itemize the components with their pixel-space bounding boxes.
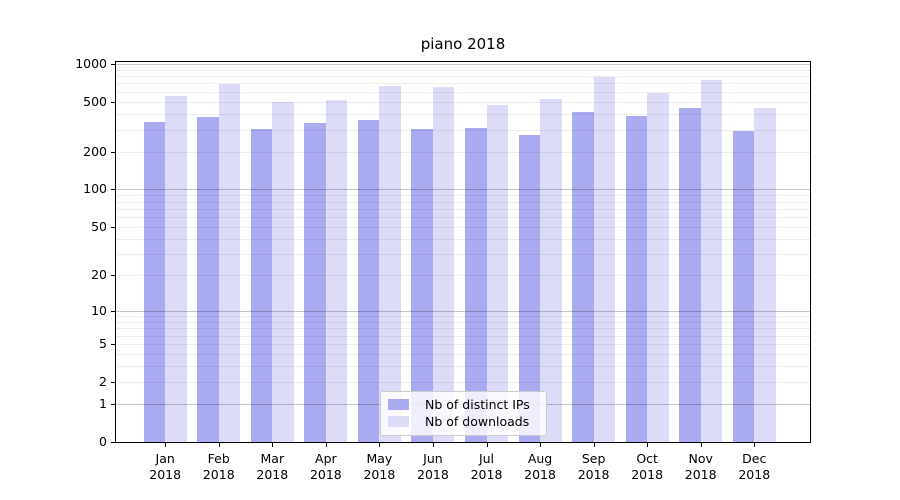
bar-ips-aug	[518, 134, 541, 442]
x-tick-label: Sep 2018	[562, 451, 626, 483]
x-tick-mark	[540, 443, 542, 447]
y-tick-label: 1000	[75, 56, 107, 71]
y-tick-mark	[111, 151, 115, 153]
y-tick-label: 2	[99, 373, 107, 389]
bar-ips-apr	[304, 123, 326, 442]
x-tick-year: 2018	[738, 467, 771, 482]
bar-downloads-nov	[700, 79, 723, 442]
bar-ips-jun	[411, 129, 433, 442]
x-tick-mark	[218, 443, 220, 447]
x-tick-label: Jun 2018	[401, 451, 465, 483]
chart-title: piano 2018	[420, 35, 506, 53]
x-tick-label: Aug 2018	[508, 451, 572, 483]
bar-ips-may	[357, 119, 380, 442]
x-tick-label: May 2018	[347, 451, 411, 483]
bar-downloads-may	[379, 85, 401, 442]
y-tick-mark	[111, 442, 115, 443]
x-tick-label: Apr 2018	[294, 451, 358, 483]
bar-downloads-mar	[272, 101, 294, 442]
x-tick-year: 2018	[684, 467, 717, 482]
x-tick-mark	[165, 443, 167, 447]
x-tick-mark	[486, 443, 488, 447]
x-tick-year: 2018	[631, 467, 664, 482]
x-tick-mark	[379, 443, 381, 447]
bar-downloads-aug	[540, 98, 562, 442]
y-tick-label: 1	[99, 396, 107, 412]
bar-downloads-jun	[432, 86, 455, 442]
y-tick-label: 5	[99, 335, 107, 351]
x-tick-label: Mar 2018	[240, 451, 304, 483]
x-tick-mark	[647, 443, 649, 447]
bar-downloads-jan	[165, 95, 187, 442]
x-tick-mark	[700, 443, 702, 447]
x-tick-label: Jul 2018	[455, 451, 519, 483]
y-tick-mark	[111, 275, 115, 277]
legend-item-downloads: Nb of downloads	[388, 413, 538, 430]
x-tick-mark	[272, 443, 274, 447]
x-tick-year: 2018	[577, 467, 610, 482]
bar-downloads-oct	[647, 92, 669, 442]
x-tick-mark	[754, 443, 756, 447]
bar-ips-sep	[572, 111, 594, 442]
y-tick-label: 10	[91, 302, 107, 318]
legend-swatch-ips	[388, 399, 409, 410]
y-tick-label: 50	[91, 218, 107, 234]
x-tick-year: 2018	[202, 467, 235, 482]
x-tick-year: 2018	[309, 467, 342, 482]
x-tick-year: 2018	[149, 467, 182, 482]
legend: Nb of distinct IPs Nb of downloads	[380, 391, 547, 436]
bar-ips-nov	[679, 107, 701, 442]
x-tick-label: Jan 2018	[133, 451, 197, 483]
bar-downloads-apr	[325, 100, 348, 442]
bar-ips-jul	[465, 127, 487, 442]
y-tick-mark	[111, 343, 115, 345]
y-tick-mark	[111, 189, 115, 191]
x-tick-year: 2018	[524, 467, 556, 482]
x-tick-mark	[593, 443, 595, 447]
x-tick-year: 2018	[470, 467, 503, 482]
legend-label-ips: Nb of distinct IPs	[425, 397, 530, 412]
y-tick-mark	[111, 64, 115, 65]
y-tick-mark	[111, 310, 115, 312]
x-tick-mark	[325, 443, 327, 447]
y-tick-label: 20	[91, 267, 107, 283]
bar-ips-feb	[197, 117, 219, 442]
bars-layer	[116, 62, 810, 442]
bar-ips-oct	[625, 116, 648, 442]
y-tick-mark	[111, 381, 115, 383]
bar-downloads-jul	[486, 105, 508, 442]
x-tick-label: Dec 2018	[722, 451, 786, 483]
y-tick-label: 200	[83, 143, 107, 159]
bar-downloads-dec	[754, 107, 776, 442]
y-tick-mark	[111, 226, 115, 228]
bar-ips-dec	[732, 130, 755, 442]
x-tick-label: Nov 2018	[669, 451, 733, 483]
bar-downloads-feb	[218, 84, 241, 442]
x-tick-mark	[432, 443, 434, 447]
legend-item-distinct-ips: Nb of distinct IPs	[388, 396, 538, 413]
bar-downloads-sep	[593, 77, 616, 442]
y-tick-label: 500	[83, 93, 107, 109]
legend-swatch-downloads	[388, 416, 409, 427]
x-tick-year: 2018	[417, 467, 449, 482]
y-tick-mark	[111, 101, 115, 103]
x-tick-year: 2018	[256, 467, 289, 482]
bar-ips-mar	[250, 129, 273, 442]
y-tick-label: 0	[99, 434, 107, 449]
y-tick-label: 100	[83, 181, 107, 197]
y-tick-mark	[111, 404, 115, 406]
bar-ips-jan	[143, 121, 166, 442]
x-tick-year: 2018	[363, 467, 396, 482]
legend-label-downloads: Nb of downloads	[425, 414, 530, 429]
x-tick-label: Oct 2018	[615, 451, 679, 483]
plot-area: Nb of distinct IPs Nb of downloads	[115, 61, 811, 443]
x-tick-label: Feb 2018	[187, 451, 251, 483]
